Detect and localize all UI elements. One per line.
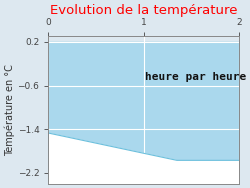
Title: Evolution de la température: Evolution de la température: [50, 4, 237, 17]
Text: heure par heure: heure par heure: [145, 72, 246, 82]
Y-axis label: Température en °C: Température en °C: [4, 64, 15, 156]
